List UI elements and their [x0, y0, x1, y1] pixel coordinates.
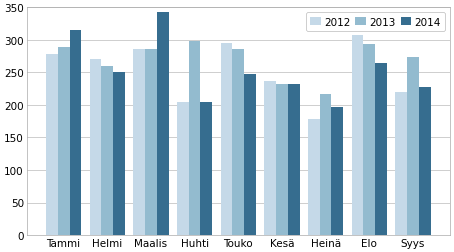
- Bar: [308, 119, 320, 235]
- Bar: [113, 72, 125, 235]
- Bar: [395, 92, 407, 235]
- Bar: [201, 102, 212, 235]
- Bar: [363, 45, 375, 235]
- Bar: [221, 44, 232, 235]
- Bar: [276, 85, 288, 235]
- Bar: [69, 31, 81, 235]
- Bar: [46, 55, 58, 235]
- Bar: [157, 13, 168, 235]
- Bar: [264, 82, 276, 235]
- Bar: [58, 48, 69, 235]
- Bar: [89, 60, 101, 235]
- Bar: [101, 67, 113, 235]
- Bar: [375, 64, 387, 235]
- Bar: [177, 103, 189, 235]
- Bar: [145, 50, 157, 235]
- Bar: [331, 108, 343, 235]
- Bar: [189, 42, 201, 235]
- Bar: [320, 95, 331, 235]
- Bar: [288, 85, 300, 235]
- Bar: [232, 50, 244, 235]
- Bar: [133, 50, 145, 235]
- Legend: 2012, 2013, 2014: 2012, 2013, 2014: [306, 13, 444, 32]
- Bar: [351, 35, 363, 235]
- Bar: [244, 75, 256, 235]
- Bar: [419, 87, 430, 235]
- Bar: [407, 57, 419, 235]
